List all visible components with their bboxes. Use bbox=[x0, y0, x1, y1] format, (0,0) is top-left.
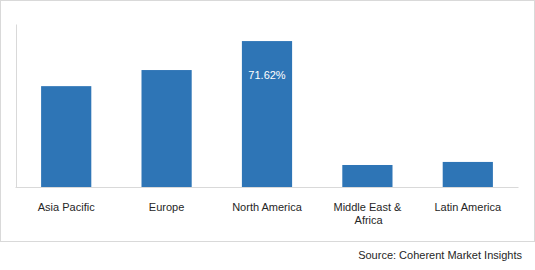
bars bbox=[41, 41, 493, 187]
x-axis-line bbox=[16, 187, 519, 188]
x-tick: North America bbox=[232, 187, 303, 213]
bar bbox=[242, 41, 292, 187]
x-tick: Latin America bbox=[434, 187, 502, 213]
y-axis-line bbox=[16, 25, 17, 188]
x-tick-label-line: Africa bbox=[352, 214, 383, 226]
data-label: 71.62% bbox=[248, 69, 286, 81]
x-tick-label-line: Middle East & bbox=[333, 201, 402, 213]
chart-frame bbox=[1, 1, 535, 242]
bar bbox=[142, 70, 192, 187]
x-tick-label: Latin America bbox=[434, 201, 502, 213]
bar bbox=[41, 86, 91, 187]
source-note: Source: Coherent Market Insights bbox=[358, 249, 522, 261]
x-tick: Middle East & Africa bbox=[333, 187, 402, 226]
bar bbox=[443, 162, 493, 187]
data-labels: 71.62% bbox=[248, 69, 286, 81]
x-axis: Asia Pacific Europe North America Middle Ea… bbox=[16, 187, 519, 226]
x-tick: Europe bbox=[149, 187, 184, 213]
y-axis bbox=[16, 25, 17, 188]
x-tick: Asia Pacific bbox=[38, 187, 95, 213]
x-tick-label: Middle East & Africa bbox=[333, 201, 402, 226]
x-tick-label: North America bbox=[232, 201, 303, 213]
x-tick-label: Asia Pacific bbox=[38, 201, 95, 213]
x-tick-label: Europe bbox=[149, 201, 184, 213]
bar bbox=[342, 165, 392, 187]
chart: Asia Pacific Europe North America Middle Ea… bbox=[0, 0, 535, 270]
